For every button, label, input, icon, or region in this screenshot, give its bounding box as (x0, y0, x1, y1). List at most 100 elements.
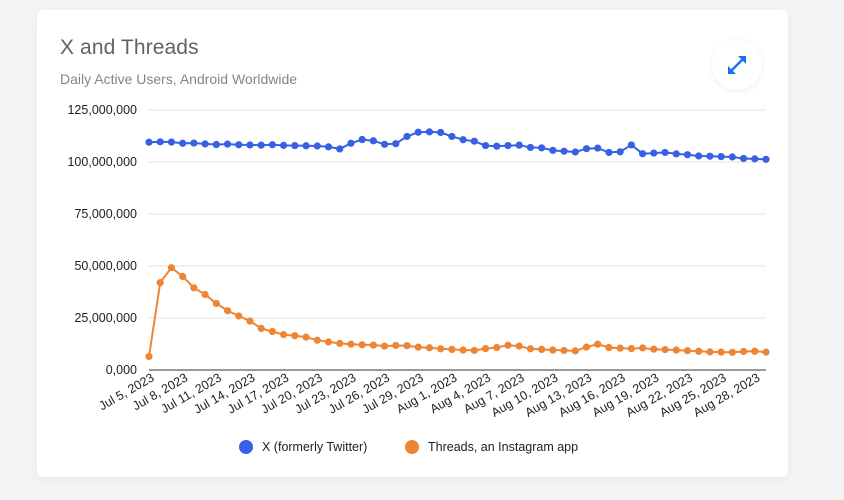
x-data-point[interactable] (526, 143, 535, 152)
x-data-point[interactable] (347, 139, 355, 147)
x-data-point[interactable] (179, 139, 187, 147)
x-data-point[interactable] (212, 140, 220, 149)
x-data-point[interactable] (235, 141, 243, 149)
x-data-point[interactable] (504, 141, 512, 150)
threads-data-point[interactable] (571, 347, 579, 355)
threads-data-point[interactable] (538, 345, 546, 354)
x-data-point[interactable] (493, 142, 501, 150)
x-data-point[interactable] (627, 141, 635, 149)
x-data-point[interactable] (683, 151, 692, 159)
threads-data-point[interactable] (145, 352, 153, 361)
threads-data-point[interactable] (425, 344, 434, 352)
x-data-point[interactable] (313, 142, 321, 150)
threads-data-point[interactable] (223, 307, 232, 315)
threads-data-point[interactable] (706, 348, 714, 356)
x-data-point[interactable] (470, 137, 478, 145)
threads-data-point[interactable] (616, 344, 624, 352)
threads-data-point[interactable] (672, 346, 680, 354)
x-data-point[interactable] (392, 140, 400, 148)
threads-data-point[interactable] (560, 346, 568, 355)
x-data-point[interactable] (459, 136, 467, 144)
x-data-point[interactable] (639, 150, 647, 158)
x-data-point[interactable] (481, 141, 490, 150)
threads-data-point[interactable] (156, 279, 164, 287)
threads-data-point[interactable] (751, 347, 759, 355)
legend-marker[interactable] (405, 440, 419, 454)
x-data-point[interactable] (190, 139, 198, 147)
threads-data-point[interactable] (167, 264, 176, 272)
x-data-point[interactable] (201, 140, 209, 148)
x-data-point[interactable] (605, 148, 613, 157)
threads-data-point[interactable] (526, 345, 535, 353)
threads-data-point[interactable] (302, 333, 310, 341)
threads-data-point[interactable] (762, 348, 770, 356)
threads-data-point[interactable] (448, 345, 456, 354)
threads-data-point[interactable] (414, 343, 422, 351)
x-data-point[interactable] (650, 149, 658, 157)
x-data-point[interactable] (302, 142, 310, 150)
x-data-point[interactable] (223, 140, 232, 148)
threads-data-point[interactable] (280, 331, 288, 339)
threads-data-point[interactable] (717, 348, 725, 356)
x-data-point[interactable] (560, 147, 568, 155)
threads-data-point[interactable] (627, 344, 635, 353)
x-data-point[interactable] (594, 144, 602, 152)
x-data-point[interactable] (695, 152, 703, 160)
threads-data-point[interactable] (661, 346, 669, 354)
x-data-point[interactable] (549, 146, 557, 154)
x-data-point[interactable] (728, 153, 736, 161)
threads-data-point[interactable] (403, 342, 411, 350)
threads-data-point[interactable] (582, 343, 591, 351)
threads-data-point[interactable] (380, 342, 389, 350)
threads-data-point[interactable] (369, 341, 377, 349)
threads-data-point[interactable] (515, 342, 523, 350)
x-data-point[interactable] (358, 135, 366, 144)
x-data-point[interactable] (706, 152, 714, 160)
threads-data-point[interactable] (605, 343, 613, 352)
x-data-point[interactable] (246, 141, 254, 149)
x-data-point[interactable] (762, 155, 770, 163)
threads-data-point[interactable] (493, 343, 501, 352)
x-data-point[interactable] (571, 148, 579, 156)
x-data-point[interactable] (672, 150, 680, 158)
threads-data-point[interactable] (504, 341, 512, 349)
threads-data-point[interactable] (683, 347, 692, 355)
x-data-point[interactable] (257, 141, 265, 149)
threads-data-point[interactable] (347, 340, 355, 348)
x-data-point[interactable] (291, 141, 299, 150)
threads-data-point[interactable] (437, 345, 445, 353)
x-data-point[interactable] (616, 148, 624, 156)
x-data-point[interactable] (717, 152, 725, 161)
threads-data-point[interactable] (739, 347, 748, 356)
threads-data-point[interactable] (336, 339, 344, 347)
threads-data-point[interactable] (324, 338, 333, 346)
threads-data-point[interactable] (212, 299, 220, 308)
threads-data-point[interactable] (639, 344, 647, 352)
x-data-point[interactable] (167, 138, 176, 146)
legend-label[interactable]: X (formerly Twitter) (262, 440, 367, 454)
threads-data-point[interactable] (470, 346, 478, 355)
threads-data-point[interactable] (650, 345, 658, 353)
threads-data-point[interactable] (246, 317, 254, 325)
x-data-point[interactable] (414, 128, 422, 136)
x-data-point[interactable] (268, 141, 276, 149)
legend-marker[interactable] (239, 440, 253, 454)
x-data-point[interactable] (324, 143, 333, 151)
threads-data-point[interactable] (268, 327, 276, 336)
threads-data-point[interactable] (291, 332, 299, 340)
threads-data-point[interactable] (695, 347, 703, 355)
x-data-point[interactable] (336, 145, 344, 153)
x-data-point[interactable] (403, 132, 411, 141)
threads-data-point[interactable] (594, 340, 602, 348)
expand-button[interactable] (712, 40, 762, 90)
x-data-point[interactable] (739, 154, 748, 163)
x-data-point[interactable] (538, 144, 546, 152)
threads-data-point[interactable] (179, 272, 187, 280)
x-data-point[interactable] (661, 148, 669, 157)
threads-data-point[interactable] (190, 284, 198, 292)
threads-data-point[interactable] (481, 344, 490, 353)
x-data-point[interactable] (369, 137, 377, 145)
threads-data-point[interactable] (257, 324, 265, 332)
x-data-point[interactable] (751, 155, 759, 163)
threads-data-point[interactable] (392, 341, 400, 350)
